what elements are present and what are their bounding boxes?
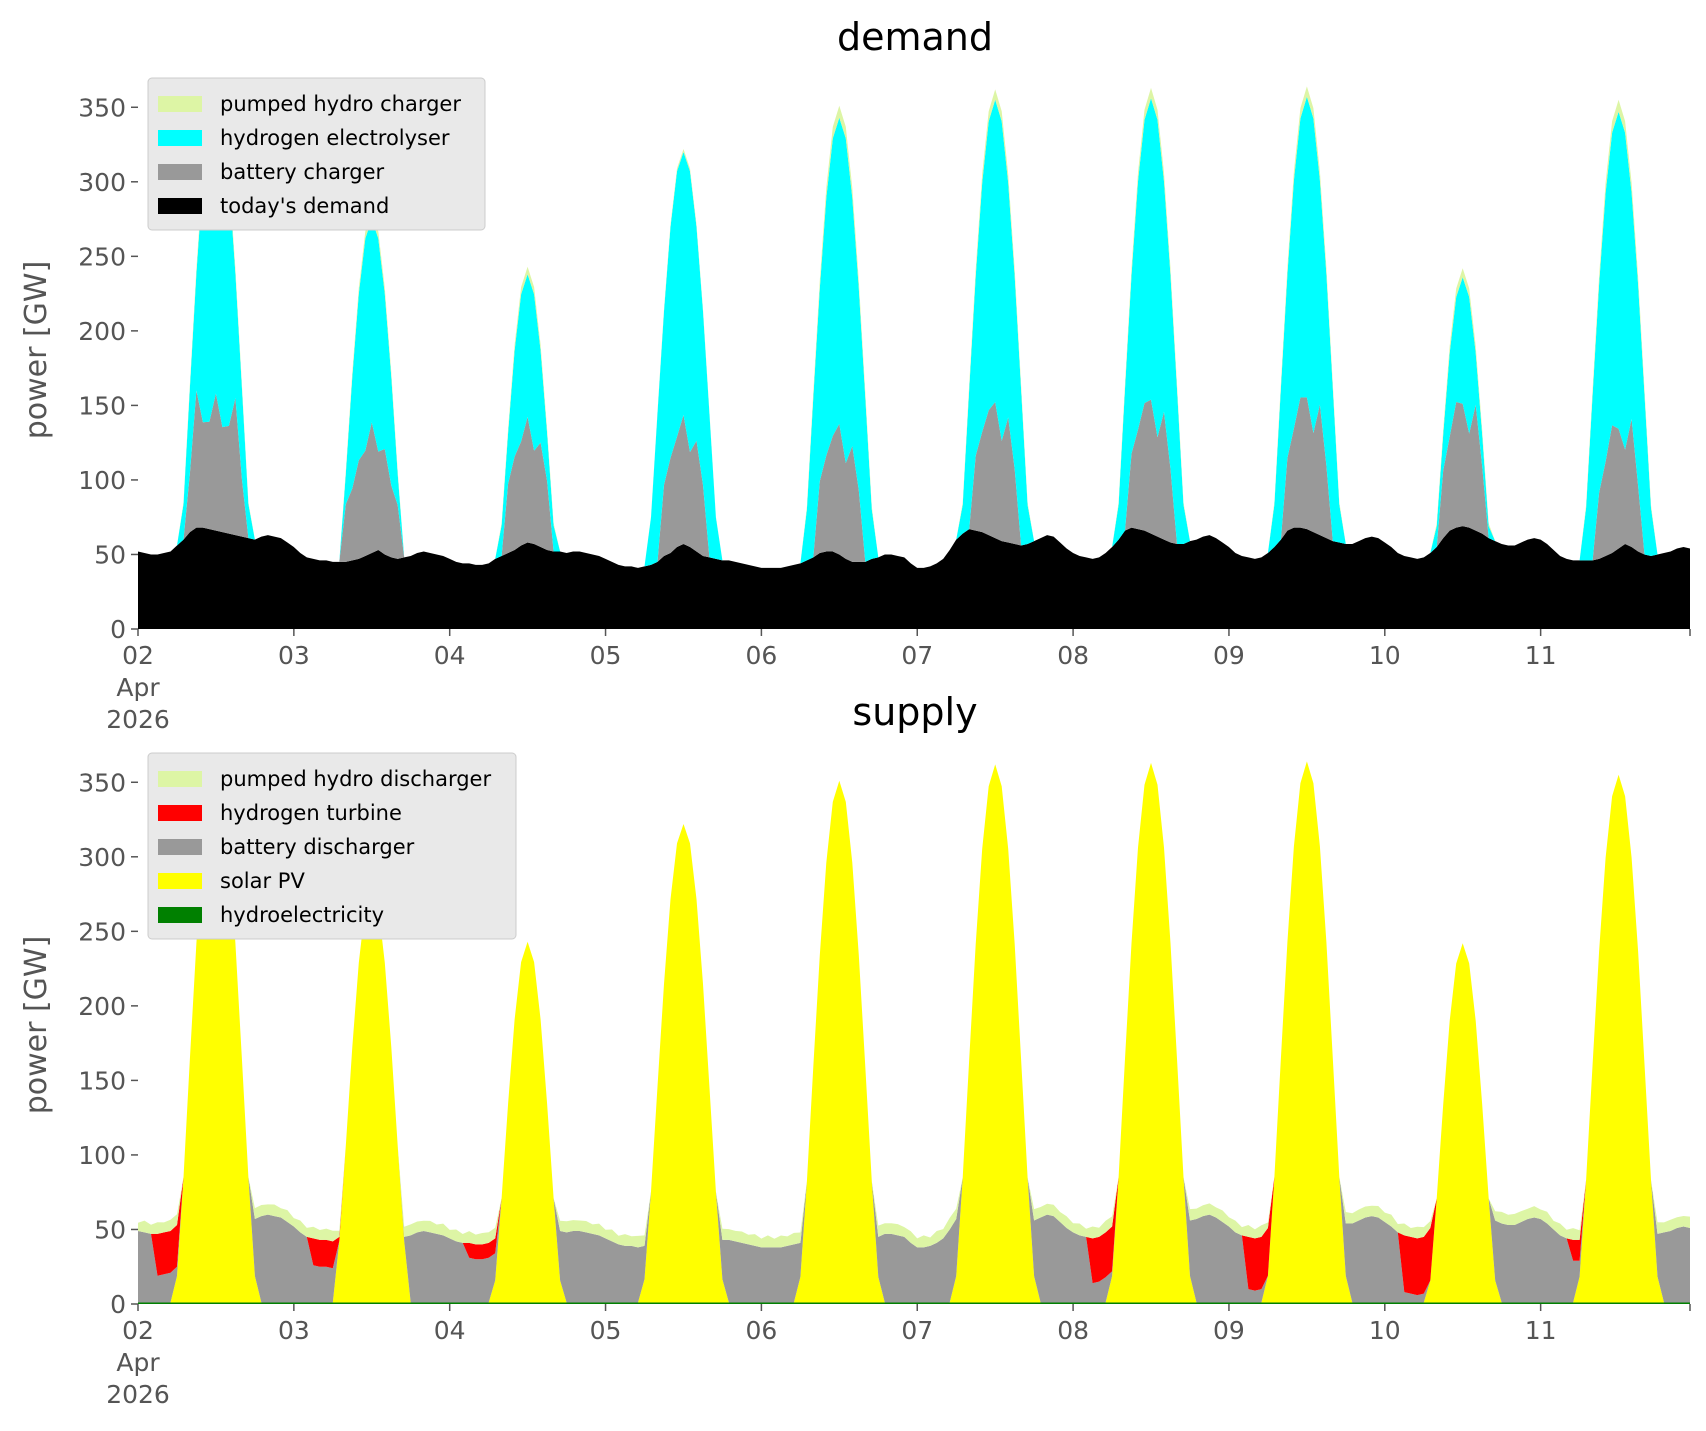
y-axis: 0 50 100 150 200 250 300 350: [78, 93, 138, 644]
area-battery-discharger: [138, 761, 1690, 1303]
y-tick-label: 300: [78, 168, 126, 197]
chart-title: supply: [852, 690, 977, 734]
legend-box: [147, 77, 486, 231]
x-tick-label: 06: [745, 641, 777, 670]
area-layer: [138, 86, 1690, 629]
y-tick-label: 350: [78, 93, 126, 122]
legend-swatch-pumped-hydro-discharger: [158, 771, 202, 787]
legend: pumped hydro charger hydrogen electrolyse…: [147, 77, 486, 231]
chart-title: demand: [837, 15, 993, 59]
y-tick-label: 350: [78, 768, 126, 797]
legend-swatch-today-s-demand: [158, 198, 202, 214]
x-tick-label: 07: [901, 1316, 933, 1345]
x-tick-label: Apr: [116, 1348, 160, 1377]
y-tick-label: 300: [78, 843, 126, 872]
x-tick-label: 03: [278, 641, 310, 670]
y-tick-label: 200: [78, 992, 126, 1021]
legend-swatch-hydrogen-turbine: [158, 805, 202, 821]
legend-label-pumped-hydro-discharger: pumped hydro discharger: [220, 767, 491, 791]
legend-label-pumped-hydro-charger: pumped hydro charger: [220, 92, 461, 116]
legend-swatch-battery-discharger: [158, 839, 202, 855]
x-tick-label: 03: [278, 1316, 310, 1345]
y-axis: 0 50 100 150 200 250 300 350: [78, 768, 138, 1319]
legend-label-hydrogen-electrolyser: hydrogen electrolyser: [220, 126, 450, 150]
x-tick-label: Apr: [116, 673, 160, 702]
x-axis: 02 Apr 2026 03 04 05 06 07 08 09 10 11: [106, 629, 1691, 734]
x-tick-label: 11: [1525, 1316, 1557, 1345]
y-tick-label: 150: [78, 391, 126, 420]
x-tick-label: 08: [1057, 1316, 1089, 1345]
y-axis-label: power [GW]: [19, 936, 54, 1115]
legend: pumped hydro discharger hydrogen turbine b…: [147, 752, 517, 940]
legend-label-battery-charger: battery charger: [220, 160, 385, 184]
x-tick-label: 09: [1213, 641, 1245, 670]
legend-swatch-solar-pv: [158, 873, 202, 889]
x-tick-label: 07: [901, 641, 933, 670]
x-axis: 02 Apr 2026 03 04 05 06 07 08 09 10 11: [106, 1304, 1691, 1409]
x-tick-label: 06: [745, 1316, 777, 1345]
y-tick-label: 150: [78, 1066, 126, 1095]
legend-box: [147, 752, 517, 940]
y-tick-label: 200: [78, 317, 126, 346]
x-tick-label: 10: [1369, 641, 1401, 670]
legend-label-battery-discharger: battery discharger: [220, 835, 415, 859]
area-battery-charger: [138, 390, 1690, 568]
x-tick-label: 02: [122, 1316, 154, 1345]
x-tick-label: 04: [434, 641, 466, 670]
y-tick-label: 50: [94, 540, 126, 569]
y-tick-label: 0: [110, 615, 126, 644]
area-today-s-demand: [138, 526, 1690, 629]
area-layer: [138, 761, 1690, 1304]
legend-label-hydroelectricity: hydroelectricity: [220, 903, 384, 927]
legend-swatch-pumped-hydro-charger: [158, 96, 202, 112]
x-tick-label: 04: [434, 1316, 466, 1345]
supply-chart: supply power [GW] 050100150200250300350 …: [19, 690, 1691, 1409]
x-tick-label: 11: [1525, 641, 1557, 670]
y-tick-label: 250: [78, 917, 126, 946]
y-tick-label: 50: [94, 1215, 126, 1244]
area-hydroelectricity: [138, 1302, 1690, 1304]
x-tick-label: 02: [122, 641, 154, 670]
area-hydrogen-electrolyser: [138, 95, 1690, 568]
legend-label-hydrogen-turbine: hydrogen turbine: [220, 801, 402, 825]
y-tick-label: 100: [78, 466, 126, 495]
demand-chart: demand power [GW] 050100150200250300350 …: [19, 15, 1691, 734]
x-tick-label: 09: [1213, 1316, 1245, 1345]
x-tick-label: 08: [1057, 641, 1089, 670]
x-tick-label: 2026: [106, 705, 170, 734]
y-tick-label: 250: [78, 242, 126, 271]
legend-label-today-s-demand: today's demand: [220, 194, 389, 218]
legend-swatch-hydrogen-electrolyser: [158, 130, 202, 146]
area-solar-pv: [138, 761, 1690, 1303]
legend-swatch-battery-charger: [158, 164, 202, 180]
y-axis-label: power [GW]: [19, 261, 54, 440]
y-tick-label: 100: [78, 1141, 126, 1170]
x-tick-label: 2026: [106, 1380, 170, 1409]
x-tick-label: 10: [1369, 1316, 1401, 1345]
legend-label-solar-pv: solar PV: [220, 869, 305, 893]
legend-swatch-hydroelectricity: [158, 907, 202, 923]
x-tick-label: 05: [590, 1316, 622, 1345]
x-tick-label: 05: [590, 641, 622, 670]
y-tick-label: 0: [110, 1290, 126, 1319]
